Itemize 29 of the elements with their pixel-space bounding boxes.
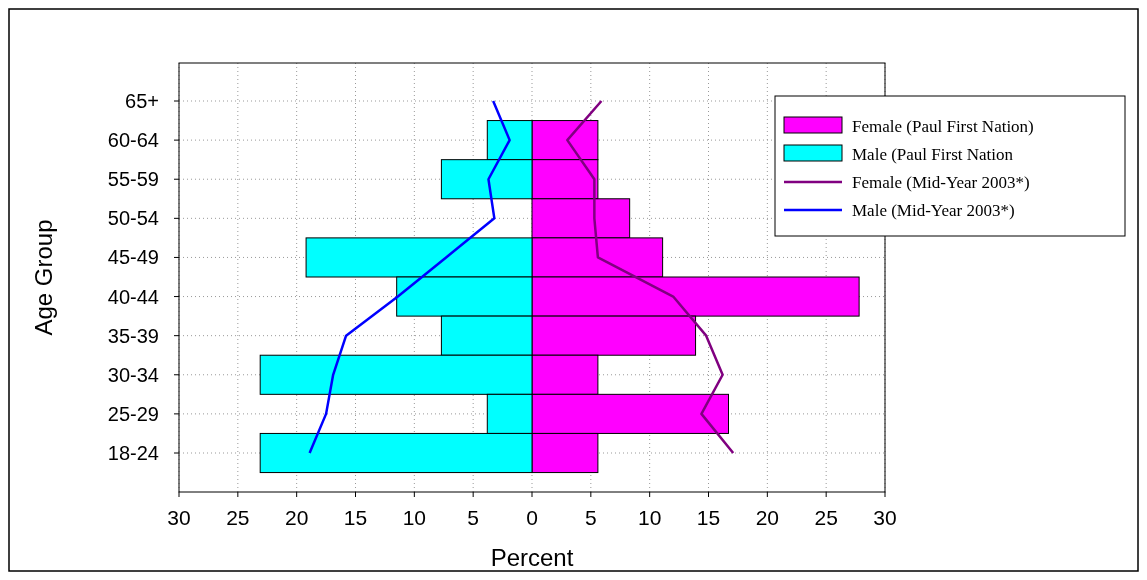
y-tick-label: 65+ bbox=[125, 90, 159, 112]
x-tick-label: 10 bbox=[402, 506, 427, 529]
y-tick-label: 25-29 bbox=[107, 402, 159, 425]
x-tick-label: 10 bbox=[637, 506, 662, 529]
y-axis-title: Age Group bbox=[30, 219, 57, 336]
x-tick-label: 20 bbox=[755, 506, 780, 529]
x-tick-label: 25 bbox=[814, 506, 838, 529]
y-tick-label: 30-34 bbox=[107, 363, 159, 386]
y-tick-label: 60-64 bbox=[107, 129, 159, 152]
x-axis-title: Percent bbox=[490, 544, 574, 571]
y-tick-label: 50-54 bbox=[107, 207, 159, 230]
x-tick-label: 15 bbox=[696, 506, 721, 529]
y-tick-label: 35-39 bbox=[107, 324, 159, 347]
x-tick-label: 30 bbox=[873, 506, 897, 529]
x-tick-label: 5 bbox=[467, 506, 480, 529]
legend-label: Male (Paul First Nation bbox=[852, 145, 1014, 164]
legend-label: Female (Mid-Year 2003*) bbox=[852, 173, 1030, 192]
y-tick-label: 45-49 bbox=[107, 246, 159, 269]
legend-label: Female (Paul First Nation) bbox=[852, 117, 1034, 136]
x-tick-label: 5 bbox=[584, 506, 597, 529]
x-tick-label: 20 bbox=[284, 506, 309, 529]
y-tick-label: 55-59 bbox=[107, 168, 159, 191]
x-tick-label: 30 bbox=[167, 506, 191, 529]
y-tick-label: 18-24 bbox=[107, 442, 159, 464]
legend-label: Male (Mid-Year 2003*) bbox=[852, 201, 1015, 220]
x-tick-label: 25 bbox=[226, 506, 250, 529]
y-tick-label: 40-44 bbox=[107, 285, 159, 308]
x-tick-label: 15 bbox=[343, 506, 368, 529]
x-tick-label: 0 bbox=[526, 506, 538, 529]
